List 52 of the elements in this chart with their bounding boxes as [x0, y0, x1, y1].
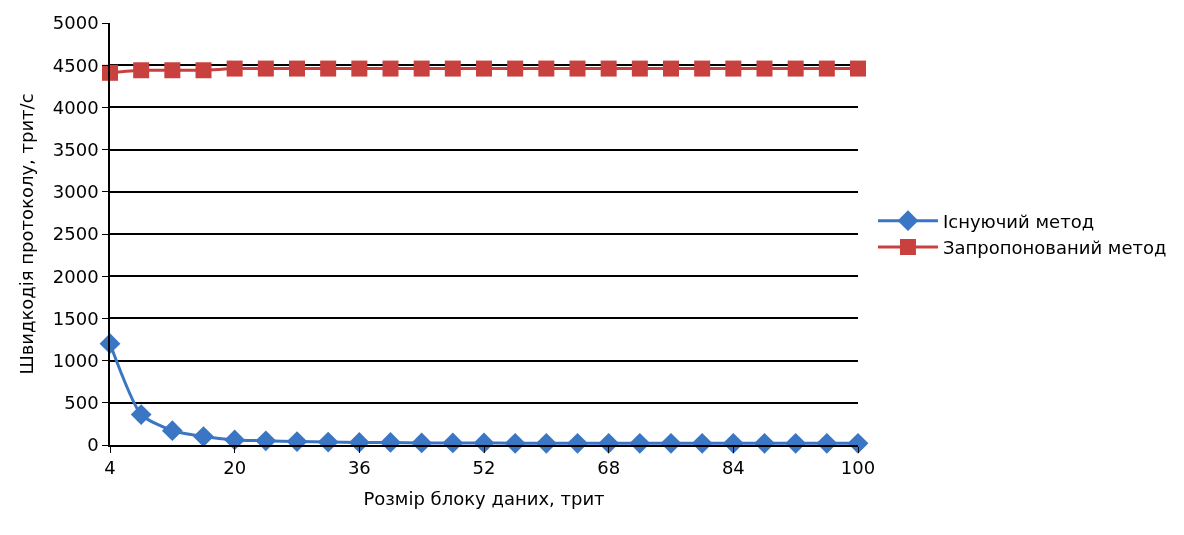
point	[600, 60, 617, 77]
y-tick-label: 1000	[52, 349, 99, 371]
x-tick-label: 36	[347, 457, 371, 479]
point	[444, 60, 461, 77]
point	[382, 60, 399, 77]
point	[507, 60, 524, 77]
point	[317, 431, 339, 453]
point	[193, 426, 214, 447]
point	[286, 431, 308, 453]
y-tick-label: 4500	[52, 54, 99, 76]
y-tick-label: 3000	[52, 181, 99, 203]
point	[569, 60, 586, 77]
x-tick-label: 84	[721, 457, 745, 479]
y-tick-label: 0	[87, 434, 99, 456]
y-tick-label: 500	[64, 392, 99, 414]
point	[694, 60, 711, 77]
point	[351, 60, 368, 77]
y-tick-label: 3500	[52, 138, 99, 160]
point	[195, 62, 212, 79]
point	[130, 404, 152, 426]
y-axis-title: Швидкодія протоколу, трит/с	[15, 93, 37, 375]
legend-label: Існуючий метод	[942, 210, 1095, 232]
point	[289, 60, 305, 77]
y-tick-label: 1500	[52, 307, 99, 329]
point	[476, 60, 492, 77]
x-tick-label: 4	[104, 457, 116, 479]
x-tick-label: 20	[223, 457, 247, 479]
point	[257, 60, 274, 77]
point	[226, 60, 243, 77]
point	[850, 60, 866, 77]
point	[413, 60, 430, 77]
point	[787, 60, 804, 77]
point	[756, 60, 773, 77]
point	[663, 60, 679, 77]
legend-label: Запропонований метод	[942, 237, 1167, 259]
y-tick-label: 4000	[52, 96, 99, 118]
y-tick-label: 5000	[52, 12, 99, 34]
point	[164, 62, 181, 79]
y-tick-label: 2000	[52, 265, 99, 287]
x-tick-label: 68	[597, 457, 621, 479]
y-tick-label: 2500	[52, 223, 99, 245]
point	[161, 420, 183, 442]
point	[320, 60, 337, 77]
x-tick-label: 100	[840, 457, 876, 479]
point	[133, 62, 150, 79]
point	[847, 432, 869, 454]
x-tick-label: 52	[472, 457, 496, 479]
point	[538, 60, 555, 77]
point	[725, 60, 742, 77]
point	[631, 60, 648, 77]
point	[818, 60, 835, 77]
x-axis-title: Розмір блоку даних, трит	[363, 487, 605, 509]
